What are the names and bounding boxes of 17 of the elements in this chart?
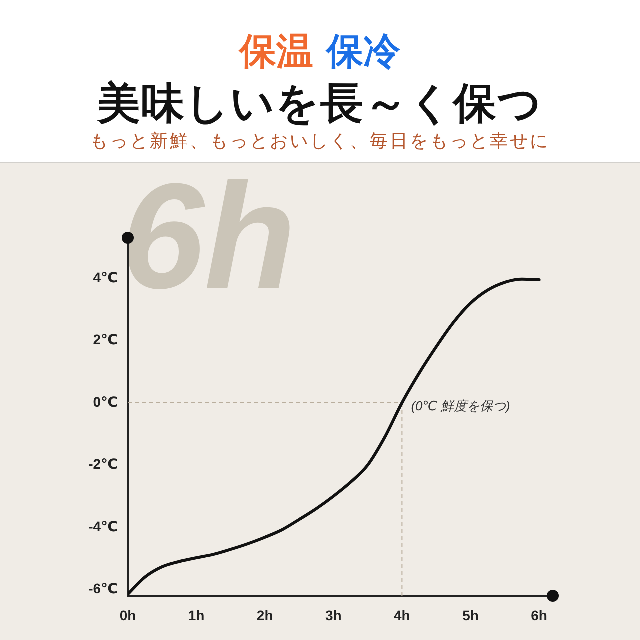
x-tick-label: 6h — [531, 607, 548, 624]
x-tick-label: 4h — [394, 607, 410, 624]
x-tick-label: 5h — [462, 607, 479, 624]
x-tick-label: 2h — [256, 607, 274, 624]
y-tick-label: 4℃ — [93, 269, 118, 286]
x-tick-label: 1h — [188, 607, 205, 624]
chart-subtitle: 美味しいを長～く保つ — [96, 79, 544, 129]
y-tick-label: -2℃ — [88, 456, 118, 472]
annotation: (0℃ 鮮度を保つ) — [411, 398, 510, 414]
x-tick-label: 0h — [120, 607, 136, 624]
y-tick-label: -6℃ — [88, 580, 118, 597]
x-tick-label: 3h — [325, 607, 342, 624]
y-tick-label: 0℃ — [93, 394, 118, 410]
y-tick-label: 2℃ — [93, 332, 118, 348]
y-tick-label: -4℃ — [88, 518, 118, 534]
chart-title: 保温 保冷 — [240, 30, 400, 73]
text: もっと新鮮、もっとおいしく、毎日をもっと幸せに — [89, 131, 551, 152]
